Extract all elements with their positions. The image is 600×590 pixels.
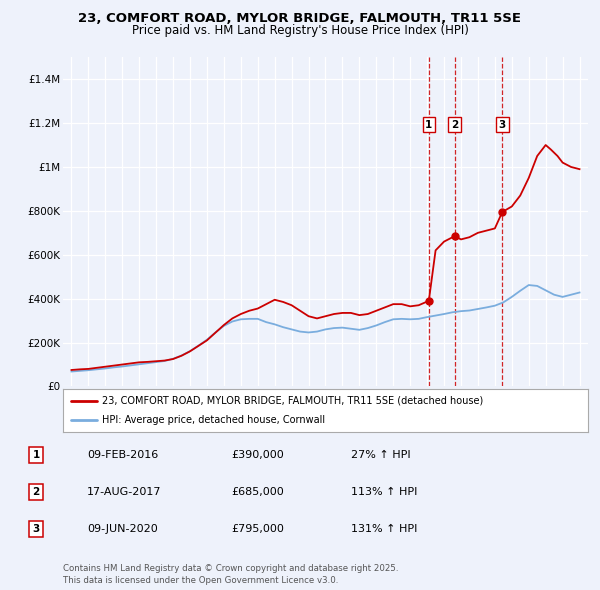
- Text: 1: 1: [32, 450, 40, 460]
- Text: £795,000: £795,000: [231, 524, 284, 534]
- Text: 23, COMFORT ROAD, MYLOR BRIDGE, FALMOUTH, TR11 5SE: 23, COMFORT ROAD, MYLOR BRIDGE, FALMOUTH…: [79, 12, 521, 25]
- Text: 2: 2: [32, 487, 40, 497]
- Text: 3: 3: [499, 120, 506, 130]
- Text: 2: 2: [451, 120, 458, 130]
- Text: 09-FEB-2016: 09-FEB-2016: [87, 450, 158, 460]
- Text: 113% ↑ HPI: 113% ↑ HPI: [351, 487, 418, 497]
- Text: 1: 1: [425, 120, 433, 130]
- Text: Contains HM Land Registry data © Crown copyright and database right 2025.
This d: Contains HM Land Registry data © Crown c…: [63, 565, 398, 585]
- Text: 3: 3: [32, 524, 40, 534]
- Text: £390,000: £390,000: [231, 450, 284, 460]
- Text: 23, COMFORT ROAD, MYLOR BRIDGE, FALMOUTH, TR11 5SE (detached house): 23, COMFORT ROAD, MYLOR BRIDGE, FALMOUTH…: [103, 396, 484, 406]
- Text: 131% ↑ HPI: 131% ↑ HPI: [351, 524, 418, 534]
- Text: Price paid vs. HM Land Registry's House Price Index (HPI): Price paid vs. HM Land Registry's House …: [131, 24, 469, 37]
- Text: 09-JUN-2020: 09-JUN-2020: [87, 524, 158, 534]
- Text: £685,000: £685,000: [231, 487, 284, 497]
- Text: HPI: Average price, detached house, Cornwall: HPI: Average price, detached house, Corn…: [103, 415, 325, 425]
- Text: 27% ↑ HPI: 27% ↑ HPI: [351, 450, 410, 460]
- Text: 17-AUG-2017: 17-AUG-2017: [87, 487, 161, 497]
